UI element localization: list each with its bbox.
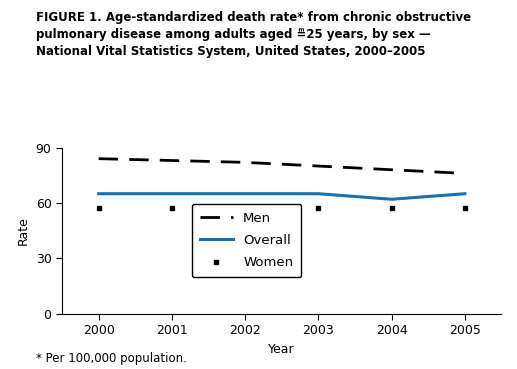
Text: * Per 100,000 population.: * Per 100,000 population. <box>36 352 187 365</box>
Men <box>389 168 395 172</box>
Line: Men: Men <box>99 159 465 173</box>
Legend: Men, Overall, Women: Men, Overall, Women <box>192 204 301 277</box>
Men <box>169 158 175 163</box>
X-axis label: Year: Year <box>268 343 295 356</box>
Women <box>315 206 322 211</box>
Women <box>96 206 102 211</box>
Men <box>462 171 468 176</box>
Men <box>315 164 322 168</box>
Line: Women: Women <box>96 206 467 211</box>
Overall <box>315 192 322 196</box>
Overall <box>242 192 248 196</box>
Line: Overall: Overall <box>99 194 465 199</box>
Overall <box>96 192 102 196</box>
Overall <box>169 192 175 196</box>
Men <box>96 156 102 161</box>
Text: FIGURE 1. Age-standardized death rate* from chronic obstructive
pulmonary diseas: FIGURE 1. Age-standardized death rate* f… <box>36 11 472 58</box>
Overall <box>462 192 468 196</box>
Women <box>242 206 248 211</box>
Women <box>169 206 175 211</box>
Men <box>242 160 248 165</box>
Y-axis label: Rate: Rate <box>17 216 30 245</box>
Overall <box>389 197 395 201</box>
Women <box>389 206 395 211</box>
Women <box>462 206 468 211</box>
